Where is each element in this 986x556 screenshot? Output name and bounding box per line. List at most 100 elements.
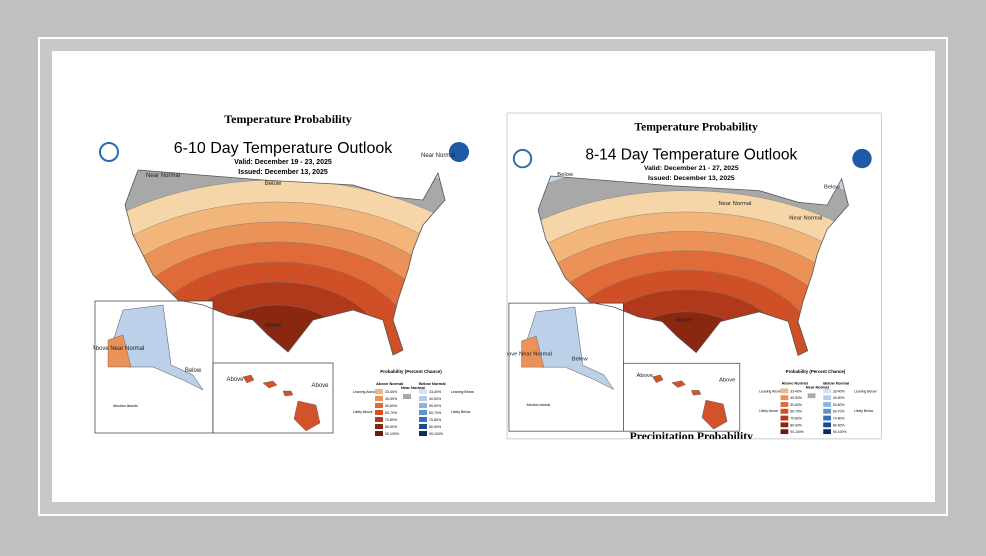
- range-label: 90-100%: [790, 430, 804, 434]
- legend-above: Above Normal: [376, 381, 403, 386]
- range-label: 40-50%: [790, 396, 802, 400]
- legend-note: Likely Below: [854, 409, 873, 413]
- above-swatch: [780, 429, 789, 435]
- region-label: Below: [557, 172, 574, 178]
- range-label: 90-100%: [833, 430, 847, 434]
- valid-dates: Valid: December 19 - 23, 2025: [234, 159, 332, 166]
- legend-near: Near Normal: [401, 385, 425, 390]
- near-swatch: [403, 394, 411, 399]
- region-label: Near Normal: [789, 216, 822, 222]
- legend-note: Leaning Above: [353, 390, 376, 394]
- above-swatch: [375, 410, 383, 415]
- range-label: 70-80%: [833, 417, 845, 421]
- legend-above: Above Normal: [782, 381, 808, 386]
- region-label: Above: [264, 323, 282, 329]
- hawaii: [242, 374, 321, 432]
- valid-dates: Valid: December 21 - 27, 2025: [644, 165, 739, 172]
- range-label: 40-50%: [385, 397, 397, 401]
- below-swatch: [823, 402, 831, 407]
- range-label: 80-90%: [429, 425, 441, 429]
- region-label: Below: [185, 368, 202, 374]
- range-label: 80-90%: [833, 423, 845, 427]
- legend-note: Likely Above: [353, 410, 373, 414]
- legend-note: Likely Above: [759, 409, 778, 413]
- region-label: Above: [719, 378, 735, 384]
- legend-title: Probability (Percent Chance): [380, 369, 442, 374]
- range-label: 80-90%: [385, 425, 397, 429]
- region-label: Below: [265, 181, 282, 187]
- near-swatch: [807, 393, 816, 399]
- alaska-west: [521, 335, 545, 368]
- range-label: 50-60%: [385, 404, 397, 408]
- range-label: 60-70%: [833, 410, 845, 414]
- region-label: Above Near Normal: [501, 352, 552, 358]
- legend-note: Leaning Above: [759, 389, 781, 393]
- above-swatch: [375, 417, 383, 422]
- below-swatch: [419, 410, 427, 415]
- range-label: 70-80%: [790, 417, 802, 421]
- below-swatch: [419, 417, 427, 422]
- region-label: Near Normal: [718, 201, 751, 207]
- below-swatch: [419, 431, 427, 436]
- map-heading: 8-14 Day Temperature Outlook: [585, 147, 797, 164]
- map-title: Temperature Probability: [634, 120, 758, 133]
- below-swatch: [823, 395, 831, 401]
- range-label: 90-100%: [429, 432, 443, 436]
- issued-date: Issued: December 13, 2025: [648, 175, 735, 182]
- above-swatch: [375, 403, 383, 408]
- above-swatch: [375, 389, 383, 394]
- above-swatch: [780, 388, 789, 394]
- legend-below: Below Normal: [419, 381, 446, 386]
- region-label: Below: [824, 185, 841, 191]
- above-swatch: [375, 396, 383, 401]
- below-swatch: [823, 429, 831, 435]
- above-swatch: [375, 431, 383, 436]
- range-label: 33-40%: [429, 390, 441, 394]
- conus-outline: [537, 175, 849, 357]
- below-swatch: [823, 408, 831, 414]
- region-label: Above Near Normal: [92, 346, 145, 352]
- nws-logo: [852, 148, 872, 169]
- map-heading: 6-10 Day Temperature Outlook: [174, 140, 393, 157]
- region-label: Above: [226, 377, 244, 383]
- below-swatch: [419, 396, 427, 401]
- legend-below: Below Normal: [823, 381, 849, 386]
- region-label: Above: [636, 373, 652, 379]
- map-title: Temperature Probability: [224, 112, 351, 126]
- range-label: 33-40%: [833, 389, 845, 393]
- above-swatch: [780, 415, 789, 421]
- below-swatch: [823, 422, 831, 428]
- region-label: Above: [675, 318, 691, 324]
- range-label: 60-70%: [790, 410, 802, 414]
- range-label: 50-60%: [833, 403, 845, 407]
- next-map-title: Precipitation Probability: [630, 430, 753, 443]
- legend-near: Near Normal: [806, 384, 829, 389]
- range-label: 33-40%: [385, 390, 397, 394]
- noaa-logo: [512, 148, 533, 169]
- range-label: 80-90%: [790, 423, 802, 427]
- range-label: 50-60%: [429, 404, 441, 408]
- outlook-map: Temperature Probability 8-14 Day Temperat…: [501, 112, 882, 443]
- region-label: Below: [572, 356, 589, 362]
- above-swatch: [780, 395, 789, 401]
- nws-logo: [449, 142, 469, 162]
- range-label: 33-40%: [790, 389, 802, 393]
- range-label: 40-50%: [429, 397, 441, 401]
- inset-label: Aleutian Islands: [526, 403, 550, 407]
- region-label: Near Normal: [146, 173, 180, 179]
- above-swatch: [780, 408, 789, 414]
- above-swatch: [375, 424, 383, 429]
- conus-outline: [124, 169, 446, 356]
- range-label: 60-70%: [385, 411, 397, 415]
- legend-note: Leaning Below: [451, 390, 474, 394]
- region-label: Near Normal: [421, 153, 455, 159]
- hawaii: [652, 374, 728, 430]
- above-swatch: [780, 402, 789, 407]
- above-swatch: [780, 422, 789, 428]
- range-label: 50-60%: [790, 403, 802, 407]
- inset-label: Aleutian Islands: [113, 404, 138, 408]
- range-label: 40-50%: [833, 396, 845, 400]
- legend-note: Leaning Below: [854, 389, 877, 393]
- range-label: 90-100%: [385, 432, 399, 436]
